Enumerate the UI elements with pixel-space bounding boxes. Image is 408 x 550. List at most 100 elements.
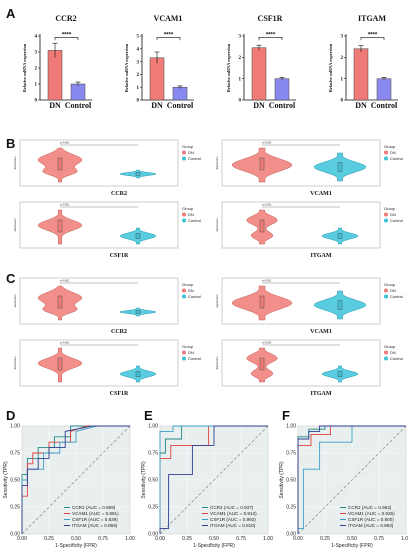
- violin-y-label: Expression: [13, 356, 17, 369]
- legend-label: VCAM1 (AUC = 0.925): [348, 511, 395, 516]
- violin-y-label: Expression: [215, 156, 219, 169]
- violin-box-dn: [259, 357, 265, 371]
- violin-y-label: Expression: [13, 156, 17, 169]
- diagonal-reference: [297, 425, 407, 535]
- legend-label-control: Control: [188, 218, 201, 223]
- roc-curve-2: [297, 425, 406, 534]
- x-tick-label: Control: [371, 101, 398, 110]
- y-tick-label: 1.00: [148, 424, 158, 430]
- legend-label: CSF1R (AUC = 0.992): [210, 517, 256, 522]
- legend-label: ITGAM (AUC = 0.810): [210, 523, 256, 528]
- y-axis-label: Sensitivity (TPR): [141, 461, 147, 499]
- y-tick-label: 0.75: [10, 451, 20, 457]
- roc-curve-0: [21, 425, 130, 534]
- y-tick-label: 0: [35, 99, 38, 104]
- violin-title: CSF1R: [110, 391, 129, 397]
- y-axis-label: Relative mRNA expersion: [328, 43, 333, 92]
- legend-dot-dn: [384, 288, 388, 293]
- significance-bracket: [156, 36, 181, 41]
- y-axis-label: Relative mRNA expersion: [22, 43, 27, 92]
- y-tick-label: 0.25: [148, 505, 158, 511]
- y-tick-label: 1: [239, 77, 242, 82]
- roc-curve-2: [159, 425, 268, 534]
- x-tick-label: 0.00: [17, 536, 27, 542]
- x-tick-label: 0.50: [209, 536, 219, 542]
- roc-curve-3: [159, 425, 268, 534]
- x-axis-label: 1-Specificity (FPR): [331, 543, 373, 549]
- legend-title: Group: [384, 144, 396, 149]
- x-tick-label: DN: [253, 101, 265, 110]
- legend-label-control: Control: [390, 294, 403, 299]
- chart-title: VCAM1: [154, 14, 183, 23]
- legend-label: CSF1R (AUC = 0.800): [348, 517, 394, 522]
- legend-label: CCR2 (AUC = 0.937): [210, 505, 254, 510]
- y-tick-label: 1.00: [286, 424, 296, 430]
- legend-dot-control: [182, 294, 186, 299]
- roc-chart-f: 0.00 0.25 0.50 0.75 1.00 0.00 0.25 0.50 0.75 1.00…: [279, 424, 408, 549]
- x-tick-label: 0.00: [293, 536, 303, 542]
- legend-label-dn: DN: [188, 350, 194, 355]
- y-tick-label: 0.25: [286, 505, 296, 511]
- x-tick-label: 0.75: [236, 536, 246, 542]
- x-tick-label: Control: [65, 101, 92, 110]
- significance-stars: ****: [266, 32, 276, 38]
- bar-chart-vcam1: VCAM1 Relative mRNA expersion 0 1 2 3 4 5 DN Cont…: [124, 14, 194, 110]
- violin-title: CSF1R: [110, 253, 129, 259]
- x-axis-label: 1-Specificity (FPR): [55, 543, 97, 549]
- panel-label-b: B: [6, 136, 15, 151]
- violin-box-dn: [57, 357, 63, 371]
- violin-y-label: Expression: [215, 294, 219, 307]
- violin-y-label: Expression: [215, 218, 219, 231]
- y-axis-label: Relative mRNA expersion: [226, 43, 231, 92]
- x-tick-label: Control: [269, 101, 296, 110]
- violin-y-label: Expression: [13, 218, 17, 231]
- violin-box-control: [337, 162, 343, 172]
- chart-title: CCR2: [55, 14, 76, 23]
- legend-dot-dn: [182, 150, 186, 155]
- y-tick-label: 3: [35, 51, 38, 56]
- violin-box-dn: [57, 219, 63, 233]
- pvalue-label: p<0.001: [262, 279, 272, 283]
- pvalue-label: p<0.001: [262, 203, 272, 207]
- legend-label: VCAM1 (AUC = 0.913): [210, 511, 257, 516]
- violin-box-control: [337, 300, 343, 310]
- legend-title: Group: [384, 344, 396, 349]
- legend-label: ITGAM (AUC = 0.869): [72, 523, 118, 528]
- x-tick-label: DN: [49, 101, 61, 110]
- x-tick-label: DN: [151, 101, 163, 110]
- x-tick-label: 0.25: [320, 536, 330, 542]
- significance-bracket: [360, 36, 385, 41]
- pvalue-label: p<0.001: [262, 141, 272, 145]
- violin-y-label: Expression: [13, 294, 17, 307]
- bar-dn: [149, 57, 165, 101]
- legend-label-control: Control: [188, 156, 201, 161]
- violin-box-control: [337, 233, 343, 239]
- y-tick-label: 3: [341, 35, 344, 40]
- violin-box-dn: [259, 157, 265, 171]
- violin-title: CCR2: [111, 191, 127, 197]
- legend-title: Group: [182, 144, 194, 149]
- y-tick-label: 0.00: [10, 532, 20, 538]
- y-tick-label: 4: [137, 48, 140, 53]
- y-tick-label: 5: [137, 35, 140, 40]
- y-axis-label: Sensitivity (TPR): [3, 461, 9, 499]
- legend-label: VCAM1 (AUC = 0.881): [72, 511, 119, 516]
- panel-label-c: C: [6, 271, 16, 286]
- diagonal-reference: [21, 425, 131, 535]
- legend-dot-dn: [384, 150, 388, 155]
- y-tick-label: 1: [35, 83, 38, 88]
- y-tick-label: 3: [239, 35, 242, 40]
- x-tick-label: 0.75: [98, 536, 108, 542]
- legend-title: Group: [384, 206, 396, 211]
- y-tick-label: 4: [35, 35, 38, 40]
- violin-box-dn: [57, 157, 63, 171]
- legend-label: CSF1R (AUC = 0.839): [72, 517, 118, 522]
- legend-dot-control: [384, 156, 388, 161]
- x-tick-label: 1.00: [263, 536, 273, 542]
- violin-box-control: [135, 371, 141, 377]
- violin-title: CCR2: [111, 329, 127, 335]
